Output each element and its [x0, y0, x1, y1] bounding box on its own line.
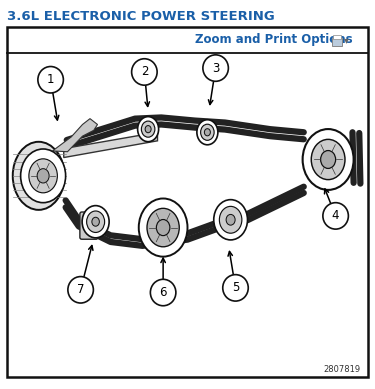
Circle shape	[150, 279, 176, 306]
Text: 3: 3	[212, 61, 219, 75]
Ellipse shape	[197, 120, 218, 145]
Ellipse shape	[82, 206, 109, 238]
Text: 6: 6	[159, 286, 167, 299]
Ellipse shape	[145, 126, 151, 133]
Ellipse shape	[138, 117, 159, 142]
Ellipse shape	[37, 169, 49, 183]
Ellipse shape	[92, 217, 99, 226]
Text: 3.6L ELECTRONIC POWER STEERING: 3.6L ELECTRONIC POWER STEERING	[7, 10, 274, 23]
Text: 1: 1	[47, 73, 54, 86]
FancyBboxPatch shape	[332, 38, 342, 46]
Text: 2: 2	[141, 65, 148, 79]
Ellipse shape	[156, 219, 170, 236]
Ellipse shape	[321, 151, 336, 168]
Text: 7: 7	[77, 283, 84, 296]
Ellipse shape	[87, 211, 105, 233]
Ellipse shape	[303, 129, 354, 190]
Ellipse shape	[204, 129, 210, 136]
Text: 4: 4	[332, 209, 339, 223]
Circle shape	[223, 275, 248, 301]
Circle shape	[68, 277, 93, 303]
Ellipse shape	[139, 198, 188, 257]
Ellipse shape	[29, 159, 57, 193]
Circle shape	[132, 59, 157, 85]
Text: Zoom and Print Options: Zoom and Print Options	[195, 33, 352, 46]
Ellipse shape	[201, 124, 214, 140]
Ellipse shape	[214, 200, 248, 240]
Ellipse shape	[311, 139, 345, 180]
Circle shape	[323, 203, 348, 229]
Ellipse shape	[141, 121, 155, 137]
Polygon shape	[53, 119, 98, 152]
Text: ▾: ▾	[344, 35, 349, 45]
Ellipse shape	[226, 214, 235, 225]
Circle shape	[203, 55, 228, 81]
Ellipse shape	[21, 149, 66, 203]
FancyBboxPatch shape	[333, 35, 341, 40]
Ellipse shape	[147, 209, 179, 247]
Circle shape	[38, 67, 63, 93]
Ellipse shape	[13, 142, 64, 210]
FancyBboxPatch shape	[80, 212, 98, 239]
Text: 5: 5	[232, 281, 239, 294]
Polygon shape	[64, 132, 158, 158]
FancyBboxPatch shape	[7, 27, 368, 377]
Text: 2807819: 2807819	[324, 365, 361, 374]
Ellipse shape	[219, 206, 242, 233]
